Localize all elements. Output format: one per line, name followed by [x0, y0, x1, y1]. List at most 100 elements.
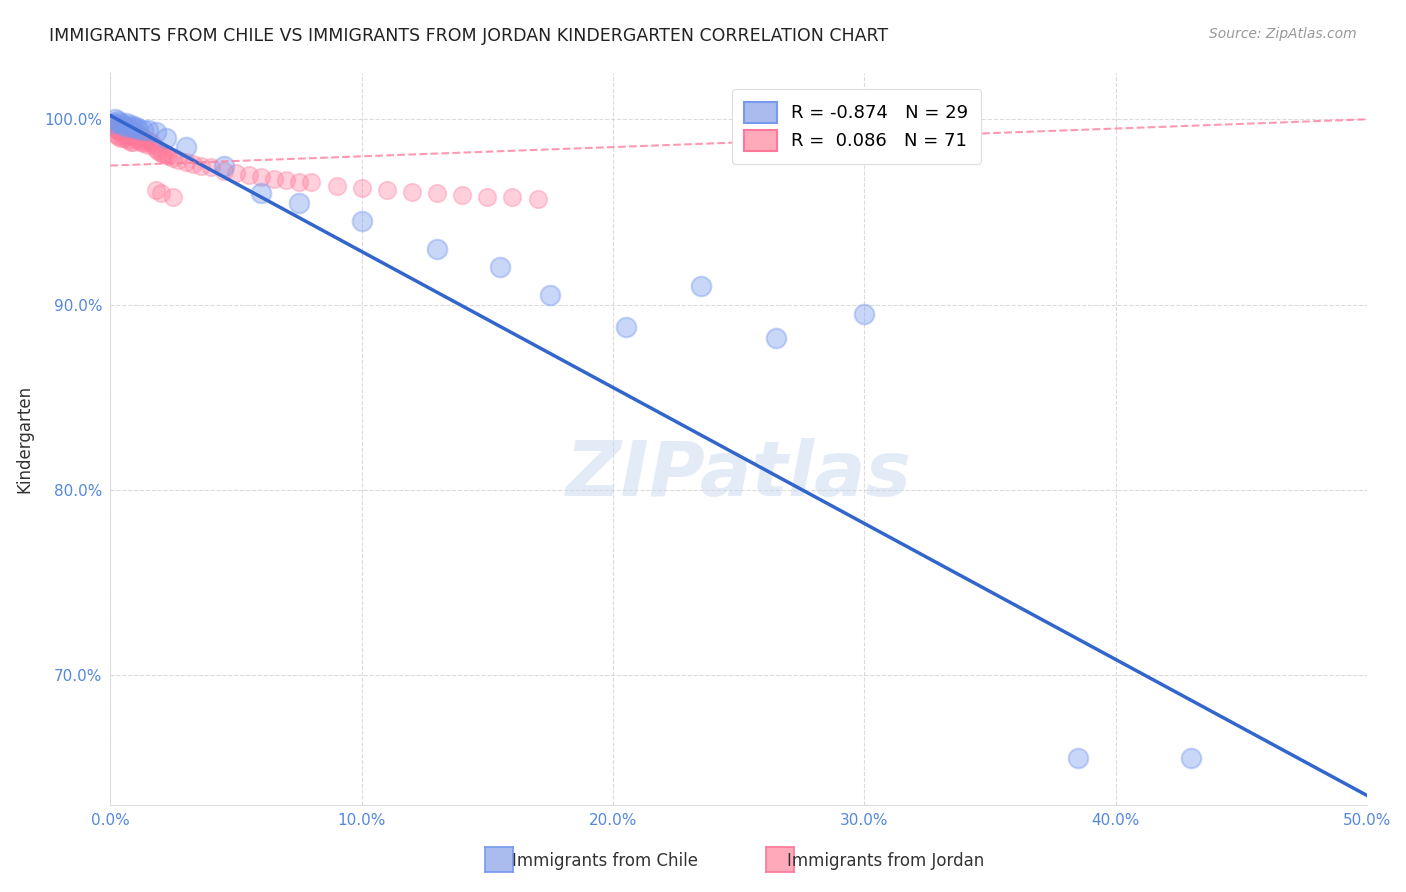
Point — [1180, 751, 1202, 765]
Point — [122, 123, 145, 137]
Text: Immigrants from Chile: Immigrants from Chile — [512, 852, 697, 870]
Point — [129, 128, 152, 143]
Point — [104, 127, 127, 141]
Point — [263, 171, 285, 186]
Point — [288, 175, 311, 189]
Point — [124, 120, 146, 134]
Point — [142, 138, 165, 153]
Point — [276, 173, 298, 187]
Point — [124, 125, 146, 139]
Point — [149, 145, 172, 160]
Point — [104, 116, 127, 130]
Point — [120, 127, 142, 141]
Point — [238, 168, 260, 182]
Point — [145, 142, 167, 156]
Point — [526, 192, 548, 206]
Point — [107, 118, 129, 132]
Point — [212, 164, 235, 178]
Point — [110, 125, 132, 139]
Point — [120, 121, 142, 136]
Point — [174, 140, 197, 154]
Point — [136, 133, 159, 147]
Point — [114, 125, 136, 139]
Point — [426, 242, 449, 256]
Point — [122, 128, 145, 143]
Point — [501, 190, 523, 204]
Point — [426, 186, 449, 201]
Point — [111, 118, 134, 132]
Point — [101, 116, 124, 130]
Point — [114, 116, 136, 130]
Point — [117, 121, 139, 136]
Point — [111, 118, 134, 132]
Legend: R = -0.874   N = 29, R =  0.086   N = 71: R = -0.874 N = 29, R = 0.086 N = 71 — [731, 89, 981, 163]
Point — [350, 181, 373, 195]
Point — [111, 130, 134, 145]
Point — [148, 144, 170, 158]
Point — [139, 135, 162, 149]
Point — [114, 120, 136, 134]
Point — [129, 135, 152, 149]
Point — [853, 307, 876, 321]
Text: Source: ZipAtlas.com: Source: ZipAtlas.com — [1209, 27, 1357, 41]
Point — [127, 127, 149, 141]
Text: ZIPatlas: ZIPatlas — [565, 438, 911, 512]
Text: Immigrants from Jordan: Immigrants from Jordan — [787, 852, 984, 870]
Point — [117, 127, 139, 141]
Point — [135, 135, 157, 149]
Point — [288, 195, 311, 210]
Point — [127, 133, 149, 147]
Point — [155, 147, 177, 161]
Point — [765, 331, 787, 345]
Point — [225, 166, 247, 180]
Point — [183, 157, 205, 171]
Y-axis label: Kindergarten: Kindergarten — [15, 384, 32, 493]
Point — [132, 130, 155, 145]
Point — [152, 147, 174, 161]
Point — [1067, 751, 1090, 765]
Point — [162, 151, 184, 165]
Point — [117, 133, 139, 147]
Point — [250, 169, 273, 184]
Point — [167, 153, 190, 167]
Point — [451, 188, 474, 202]
Point — [190, 159, 212, 173]
Point — [325, 178, 347, 193]
Point — [110, 120, 132, 134]
Point — [122, 135, 145, 149]
Point — [538, 288, 561, 302]
Point — [132, 136, 155, 151]
Point — [107, 123, 129, 137]
Point — [401, 185, 423, 199]
Point — [174, 154, 197, 169]
Point — [124, 130, 146, 145]
Point — [110, 130, 132, 145]
Point — [127, 121, 149, 136]
Point — [107, 128, 129, 143]
Point — [145, 125, 167, 139]
Point — [122, 120, 145, 134]
Point — [489, 260, 512, 275]
Point — [157, 149, 180, 163]
Point — [162, 190, 184, 204]
Point — [250, 186, 273, 201]
Point — [132, 123, 155, 137]
Point — [350, 214, 373, 228]
Point — [136, 138, 159, 153]
Point — [111, 123, 134, 137]
Point — [120, 135, 142, 149]
Point — [375, 183, 398, 197]
Point — [114, 130, 136, 145]
Point — [107, 114, 129, 128]
Point — [136, 123, 159, 137]
Point — [477, 190, 499, 204]
Point — [149, 186, 172, 201]
Point — [104, 112, 127, 127]
Point — [101, 116, 124, 130]
Point — [104, 121, 127, 136]
Point — [117, 120, 139, 134]
Point — [101, 120, 124, 134]
Point — [212, 159, 235, 173]
Point — [145, 183, 167, 197]
Point — [690, 279, 713, 293]
